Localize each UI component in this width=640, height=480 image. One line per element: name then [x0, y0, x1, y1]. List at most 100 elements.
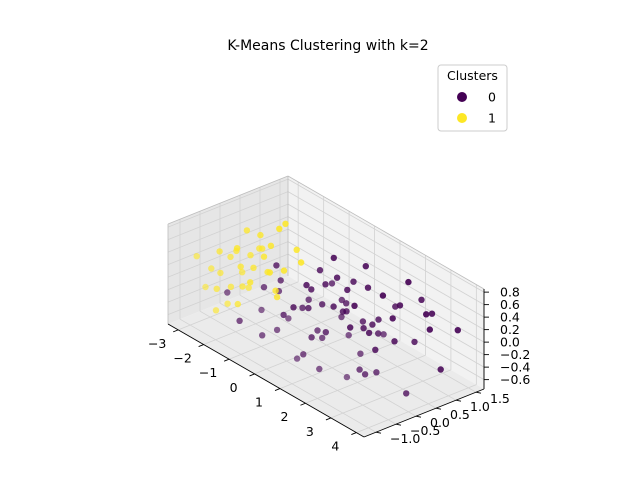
scatter-point-cluster-1-20: [276, 225, 283, 232]
axes-panes: [168, 176, 484, 437]
y-tick-label-5: 1.5: [490, 391, 510, 406]
y-tick-label-2: 0.0: [430, 415, 450, 430]
scatter-point-cluster-0-51: [359, 318, 367, 325]
scatter-point-cluster-0-18: [373, 369, 380, 376]
y-axis-line: [363, 388, 485, 438]
scatter-point-cluster-0-19: [411, 338, 418, 346]
scatter-point-cluster-0-8: [322, 329, 329, 336]
scatter-point-cluster-1-0: [208, 265, 215, 272]
scatter-point-cluster-1-30: [233, 247, 240, 255]
scatter-point-cluster-0-34: [338, 296, 345, 304]
scatter-point-cluster-1-13: [243, 227, 251, 234]
scatter-point-cluster-0-61: [423, 311, 430, 318]
z-tick-label-2: −0.2: [500, 347, 530, 362]
legend-marker-cluster-0: [457, 92, 467, 102]
scatter-point-cluster-1-21: [202, 283, 209, 291]
scatter-point-cluster-0-27: [280, 311, 287, 319]
scatter-point-cluster-0-59: [403, 390, 410, 397]
scatter-point-cluster-0-67: [357, 350, 364, 357]
scatter-point-cluster-0-9: [343, 308, 350, 315]
y-tick-label-1: −0.5: [410, 423, 440, 438]
legend-title: Clusters: [447, 68, 498, 83]
scatter-point-cluster-1-31: [245, 284, 252, 291]
x-tick-label-7: 4: [331, 439, 339, 454]
scatter-point-cluster-1-12: [193, 253, 200, 260]
scatter-point-cluster-0-54: [300, 351, 307, 358]
scatter-point-cluster-0-15: [369, 321, 376, 328]
scatter-point-cluster-1-29: [272, 287, 279, 294]
y-tick-label-0: −1.0: [390, 431, 420, 446]
grid-back-z-7: [287, 178, 485, 293]
pane-left-yz: [168, 176, 288, 324]
scatter-point-cluster-0-63: [290, 304, 297, 311]
scatter-point-cluster-0-68: [365, 329, 373, 337]
scatter-point-cluster-0-65: [379, 292, 387, 299]
scatter-point-cluster-1-10: [239, 269, 246, 276]
grid-left-z-4: [167, 216, 289, 265]
scatter-point-cluster-0-35: [361, 371, 369, 378]
scatter-point-cluster-1-25: [256, 245, 263, 252]
scatter-point-cluster-0-13: [314, 327, 321, 334]
x-tick-mark-0: [173, 329, 179, 333]
scatter-point-cluster-0-1: [322, 281, 329, 288]
scatter-point-cluster-1-4: [257, 231, 264, 239]
scatter-point-cluster-1-18: [260, 253, 268, 260]
y-tick-mark-4: [455, 399, 462, 402]
scatter-point-cluster-0-55: [328, 280, 336, 287]
scatter-point-cluster-0-48: [308, 334, 315, 341]
scatter-point-cluster-1-9: [282, 220, 289, 227]
x-axis-line: [167, 323, 365, 438]
scatter-point-cluster-0-14: [343, 300, 350, 307]
x-tick-label-3: 0: [230, 380, 238, 395]
z-tick-label-0: −0.6: [500, 372, 530, 387]
chart-title: K-Means Clustering with k=2: [227, 38, 428, 54]
x-tick-mark-6: [325, 417, 332, 421]
y-tick-mark-5: [475, 391, 482, 394]
edge-left-top: [167, 175, 289, 225]
scatter-point-cluster-0-28: [260, 284, 268, 291]
scatter-point-cluster-0-33: [293, 355, 301, 362]
scatter-point-cluster-0-39: [303, 281, 310, 289]
grid-back-z-4: [287, 216, 485, 330]
scatter-point-cluster-1-17: [217, 269, 224, 277]
scatter-point-cluster-1-34: [250, 264, 257, 271]
pane-floor-xy: [168, 276, 484, 437]
x-tick-label-2: −1: [199, 365, 217, 380]
scatter-point-cluster-0-44: [396, 302, 404, 309]
scatter-point-cluster-1-16: [247, 279, 254, 286]
y-tick-mark-2: [415, 415, 422, 418]
grid-floor-x-2: [228, 310, 350, 360]
scatter-point-cluster-0-3: [344, 286, 351, 294]
scatter-point-cluster-0-45: [426, 326, 433, 333]
scatter-point-cluster-0-43: [389, 315, 396, 322]
scatter-point-cluster-1-11: [273, 293, 281, 301]
scatter-point-cluster-1-24: [297, 259, 305, 266]
z-tick-label-7: 0.8: [500, 285, 520, 300]
scatter-point-cluster-1-32: [280, 267, 288, 274]
legend-label-cluster-1: 1: [488, 111, 496, 126]
grid-back-z-5: [287, 203, 485, 318]
x-tick-label-4: 1: [255, 395, 263, 410]
grid-floor-x-4: [279, 340, 401, 389]
scatter-point-cluster-0-60: [418, 296, 425, 303]
grid-back-z-6: [287, 191, 485, 305]
scatter-point-cluster-0-69: [333, 274, 341, 281]
x-tick-label-0: −3: [148, 336, 166, 351]
scatter-points: [193, 220, 461, 397]
scatter-point-cluster-1-2: [247, 252, 254, 259]
y-tick-mark-0: [375, 431, 382, 434]
scatter-point-cluster-0-17: [375, 330, 382, 337]
scatter-point-cluster-1-5: [212, 307, 220, 314]
axes-edges: [167, 175, 485, 438]
scatter-point-cluster-0-23: [316, 365, 323, 373]
y-tick-mark-1: [395, 423, 402, 426]
grid-left-z-5: [167, 203, 289, 253]
scatter-point-cluster-0-29: [259, 332, 266, 339]
x-tick-mark-2: [223, 358, 230, 362]
scatter-point-cluster-1-14: [239, 283, 246, 290]
scatter-point-cluster-1-1: [227, 283, 235, 290]
scatter-point-cluster-0-32: [285, 315, 292, 322]
scatter-point-cluster-0-52: [356, 366, 363, 373]
